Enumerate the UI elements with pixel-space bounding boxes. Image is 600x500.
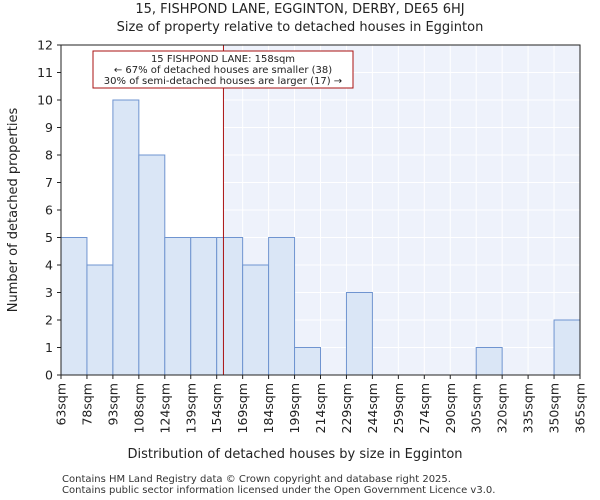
y-tick-label: 10 <box>37 93 53 108</box>
annotation-line-1: 15 FISHPOND LANE: 158sqm <box>151 54 295 65</box>
x-tick-label: 78sqm <box>79 383 94 426</box>
footer-line-2: Contains public sector information licen… <box>62 485 496 496</box>
bar-184sqm <box>268 237 296 376</box>
x-tick-label: 335sqm <box>521 383 536 433</box>
annotation-box: 15 FISHPOND LANE: 158sqm ← 67% of detach… <box>92 50 354 89</box>
x-tick-label: 350sqm <box>547 383 562 433</box>
bar-350sqm <box>553 319 581 376</box>
bar-93sqm <box>112 99 140 376</box>
y-tick-label: 4 <box>45 258 53 273</box>
y-tick-label: 2 <box>45 313 53 328</box>
bar-154sqm <box>216 237 244 376</box>
bar-63sqm <box>60 237 88 376</box>
x-tick-label: 259sqm <box>391 383 406 433</box>
x-tick-label: 290sqm <box>443 383 458 433</box>
bar-124sqm <box>164 237 192 376</box>
y-tick-label: 12 <box>37 38 53 53</box>
x-tick-label: 305sqm <box>469 383 484 433</box>
x-tick-label: 244sqm <box>365 383 380 433</box>
bar-305sqm <box>475 347 503 376</box>
x-tick-label: 154sqm <box>209 383 224 433</box>
x-tick-label: 214sqm <box>313 383 328 433</box>
y-tick-label: 5 <box>45 230 53 245</box>
annotation-frame <box>92 50 354 89</box>
x-tick-label: 63sqm <box>54 383 69 426</box>
x-tick-label: 320sqm <box>495 383 510 433</box>
x-tick-label: 274sqm <box>417 383 432 433</box>
y-tick-label: 3 <box>45 285 53 300</box>
y-tick-label: 1 <box>45 340 53 355</box>
x-tick-label: 124sqm <box>157 383 172 433</box>
bars-layer <box>60 99 581 376</box>
x-tick-label: 199sqm <box>287 383 302 433</box>
y-tick-label: 0 <box>45 368 53 383</box>
y-tick-label: 11 <box>37 65 53 80</box>
bar-139sqm <box>190 237 218 376</box>
bar-169sqm <box>242 264 270 376</box>
y-tick-label: 6 <box>45 203 53 218</box>
x-tick-label: 93sqm <box>105 383 120 426</box>
bar-78sqm <box>86 264 114 376</box>
chart-title: 15, FISHPOND LANE, EGGINTON, DERBY, DE65… <box>135 2 465 17</box>
annotation-line-2: ← 67% of detached houses are smaller (38… <box>114 65 332 76</box>
y-axis-label: Number of detached properties <box>6 108 21 313</box>
x-tick-label: 229sqm <box>339 383 354 433</box>
x-tick-label: 108sqm <box>131 383 146 433</box>
x-tick-label: 184sqm <box>261 383 276 433</box>
bar-199sqm <box>294 347 321 376</box>
x-tick-label: 169sqm <box>235 383 250 433</box>
footer-line-1: Contains HM Land Registry data © Crown c… <box>62 474 451 485</box>
annotation-line-3: 30% of semi-detached houses are larger (… <box>104 76 342 87</box>
chart-subtitle: Size of property relative to detached ho… <box>116 20 484 35</box>
y-tick-label: 7 <box>45 175 53 190</box>
x-tick-label: 365sqm <box>573 383 588 433</box>
y-tick-label: 8 <box>45 148 53 163</box>
y-tick-label: 9 <box>45 120 53 135</box>
bar-229sqm <box>345 292 373 376</box>
bar-108sqm <box>138 154 166 376</box>
x-tick-label: 139sqm <box>183 383 198 433</box>
x-axis-label: Distribution of detached houses by size … <box>127 447 462 462</box>
